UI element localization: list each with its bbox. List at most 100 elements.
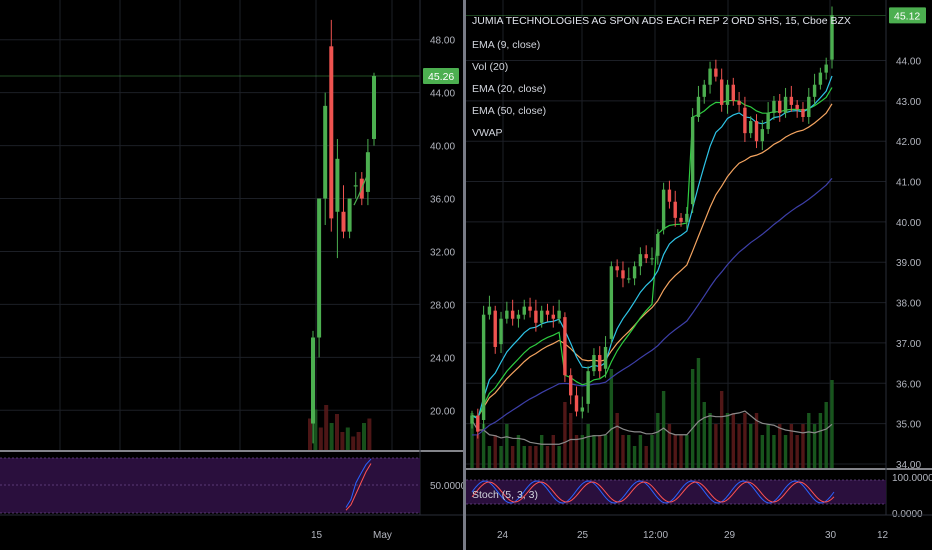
right-y-tick: 36.00 <box>896 379 921 390</box>
left-candles <box>311 19 376 444</box>
left-candle-body <box>365 152 370 192</box>
right-candle-body <box>795 104 799 109</box>
right-candle-body <box>470 415 474 424</box>
right-candle-body <box>638 254 643 267</box>
right-candle-body <box>557 310 561 319</box>
ema-50-path <box>471 177 833 436</box>
left-volume-bar <box>318 427 323 450</box>
right-volume-bar <box>499 446 503 468</box>
right-candle-body <box>510 310 515 319</box>
right-candle-body <box>749 121 753 134</box>
right-volume-bar <box>807 413 811 468</box>
right-volume-bar <box>696 358 701 468</box>
left-price-axis[interactable]: 48.00 44.00 40.00 36.00 32.00 28.00 24.00 20.00 <box>419 0 455 515</box>
left-volume-bar <box>308 418 312 450</box>
right-volume-bar <box>563 402 567 468</box>
right-volume-bar <box>719 391 724 468</box>
right-volume-bar <box>592 435 596 468</box>
left-stoch-d-line <box>345 463 372 511</box>
left-time-axis[interactable]: 15 May <box>0 514 463 541</box>
right-volume-bar <box>603 435 608 468</box>
left-volume-bar <box>340 432 345 450</box>
right-candle-body <box>824 64 828 73</box>
right-candle-body <box>476 415 480 432</box>
left-y-tick: 32.00 <box>430 247 455 258</box>
right-candle-body <box>772 100 776 113</box>
right-candle-body <box>574 395 579 412</box>
legend-ema-9[interactable]: EMA (9, close) <box>472 39 540 51</box>
right-volume-bar <box>551 435 555 468</box>
right-x-tick: 24 <box>497 530 509 541</box>
left-last-price-box <box>423 67 459 84</box>
left-volume-bar <box>362 423 366 450</box>
left-grid <box>0 0 463 452</box>
pane-divider[interactable] <box>463 0 466 550</box>
right-stoch-d-line <box>471 481 835 503</box>
right-candle-body <box>812 84 817 97</box>
right-candle-body <box>609 266 614 339</box>
right-grid <box>466 0 932 470</box>
left-candle-body <box>335 158 340 212</box>
right-candle-body <box>661 189 666 230</box>
right-volume-bar <box>772 435 776 468</box>
right-chart-pane[interactable]: 44.00 43.00 42.00 41.00 40.00 39.00 38.00 37.00… <box>466 0 932 541</box>
right-candle-body <box>783 96 788 113</box>
right-candle-body <box>690 117 695 205</box>
left-volume-bar <box>356 432 361 450</box>
right-y-tick: 41.00 <box>896 178 921 189</box>
right-volume-bar <box>783 435 788 468</box>
left-candle-body <box>341 211 346 232</box>
right-stochastic-pane[interactable]: Stoch (5, 3, 3) 100.0000 0.0000 <box>466 473 932 520</box>
right-time-axis[interactable]: 24 25 12:00 29 30 12 <box>466 514 932 541</box>
right-candle-body <box>754 121 759 142</box>
left-last-price-label: 45.26 <box>428 71 454 83</box>
left-chart-pane[interactable]: 48.00 44.00 40.00 36.00 32.00 28.00 24.00 20.00… <box>0 0 467 541</box>
right-candle-body <box>714 68 718 77</box>
right-candles <box>470 6 834 439</box>
right-last-price-label: 45.12 <box>894 10 920 22</box>
left-candle-body <box>347 198 352 232</box>
right-x-tick: 29 <box>724 530 736 541</box>
right-candle-body <box>644 254 648 259</box>
right-volume-bar <box>661 391 666 468</box>
legend-vol-20[interactable]: Vol (20) <box>472 61 508 73</box>
right-volume-bar <box>667 424 672 468</box>
right-candle-body <box>702 84 706 97</box>
right-volume-bar <box>760 435 765 468</box>
left-candle-body <box>317 198 322 338</box>
right-candle-body <box>685 213 689 222</box>
right-candle-body <box>539 310 544 323</box>
legend-vwap[interactable]: VWAP <box>472 127 503 139</box>
right-candle-body <box>598 355 602 372</box>
right-candle-body <box>725 84 730 105</box>
right-volume-bar <box>824 402 828 468</box>
right-price-axis[interactable]: 44.00 43.00 42.00 41.00 40.00 39.00 38.00 37.00… <box>885 0 921 515</box>
right-y-tick: 35.00 <box>896 420 921 431</box>
right-volume-bar <box>470 413 474 468</box>
right-stoch-lines <box>466 479 886 505</box>
right-candle-body <box>516 314 521 319</box>
right-candle-body <box>673 201 677 218</box>
right-volume-bar <box>656 413 660 468</box>
legend-ema-50[interactable]: EMA (50, close) <box>472 105 546 117</box>
right-candle-body <box>499 318 503 345</box>
right-y-tick: 40.00 <box>896 218 921 229</box>
right-y-tick: 43.00 <box>896 97 921 108</box>
right-last-price-box <box>889 7 926 24</box>
stoch-tick-top: 100.0000 <box>892 473 932 484</box>
right-candle-body <box>743 107 747 134</box>
right-candle-body <box>778 100 782 113</box>
left-stochastic-pane[interactable]: 50.0000 <box>0 457 467 514</box>
stoch-legend-label[interactable]: Stoch (5, 3, 3) <box>472 489 538 501</box>
right-volume-bar <box>766 424 770 468</box>
right-volume-bar <box>510 446 515 468</box>
left-volume-bars <box>308 405 372 450</box>
right-candle-body <box>731 84 735 101</box>
right-volume-bar <box>685 435 689 468</box>
legend-ema-20[interactable]: EMA (20, close) <box>472 83 546 95</box>
right-volume-bar <box>789 424 794 468</box>
chart-title: JUMIA TECHNOLOGIES AG SPON ADS EACH REP … <box>472 15 851 27</box>
right-volume-bar <box>778 424 782 468</box>
right-candle-body <box>807 96 811 117</box>
right-y-tick: 42.00 <box>896 137 921 148</box>
